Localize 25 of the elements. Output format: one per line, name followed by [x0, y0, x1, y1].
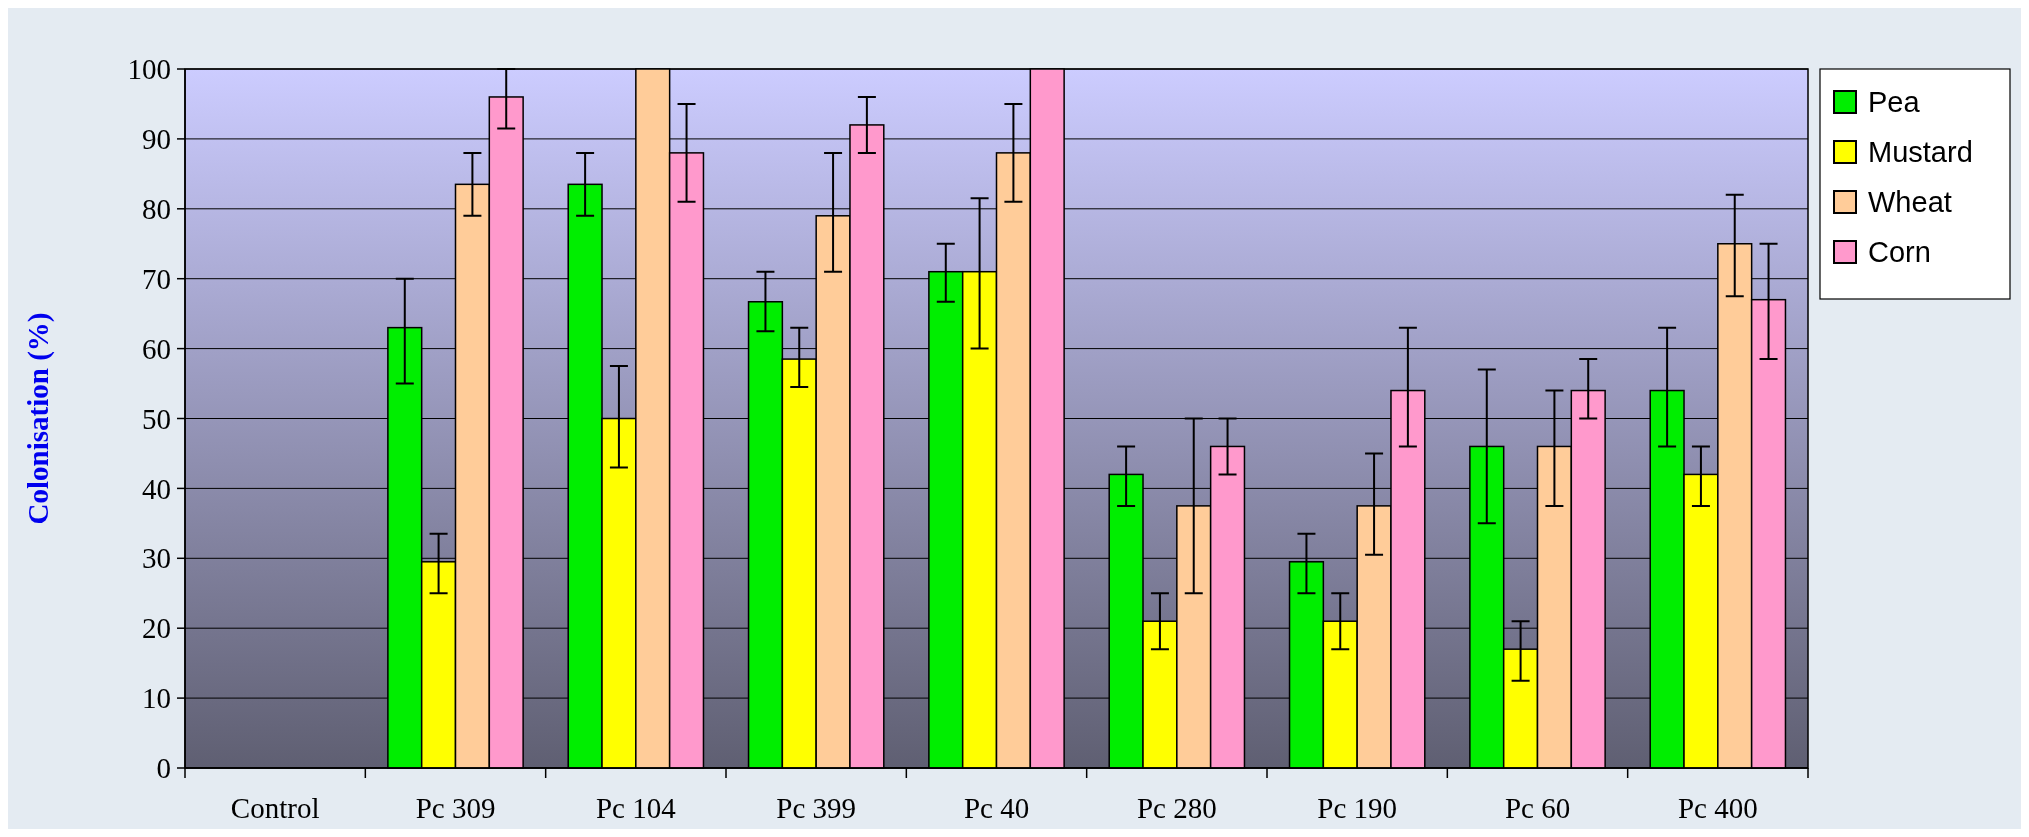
- y-tick-label: 50: [142, 402, 171, 435]
- x-tick-label: Pc 399: [776, 792, 857, 824]
- y-tick-label: 80: [142, 192, 171, 225]
- y-tick-label: 90: [142, 123, 171, 156]
- y-tick-label: 70: [142, 262, 171, 295]
- legend-label: Wheat: [1868, 186, 1952, 219]
- x-tick-label: Pc 280: [1136, 792, 1217, 824]
- x-tick-label: Pc 104: [595, 792, 677, 824]
- y-tick-label: 20: [142, 612, 171, 645]
- x-tick-label: Pc 60: [1504, 792, 1571, 824]
- y-tick-label: 40: [142, 472, 171, 505]
- y-axis-title: Colonisation (%): [22, 312, 55, 525]
- y-tick-label: 10: [142, 682, 171, 715]
- y-tick-label: 60: [142, 332, 171, 365]
- legend-label: Corn: [1868, 236, 1931, 269]
- y-tick-label: 0: [156, 752, 171, 785]
- x-tick-label: Control: [230, 792, 320, 824]
- legend-label: Mustard: [1868, 136, 1973, 169]
- y-tick-label: 100: [127, 53, 171, 86]
- legend-label: Pea: [1868, 86, 1921, 119]
- x-tick-label: Pc 190: [1317, 792, 1398, 824]
- x-tick-label: Pc 400: [1677, 792, 1758, 824]
- x-tick-label: Pc 309: [415, 792, 496, 824]
- x-tick-label: Pc 40: [963, 792, 1030, 824]
- y-tick-label: 30: [142, 542, 171, 575]
